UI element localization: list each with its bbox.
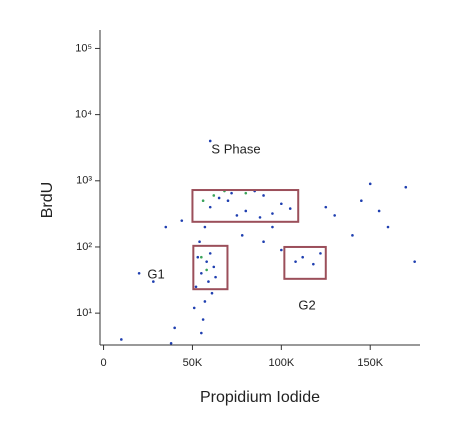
y-tick-label: 10⁴ bbox=[75, 109, 92, 121]
point bbox=[137, 271, 141, 275]
x-tick-label: 0 bbox=[100, 357, 106, 369]
point bbox=[198, 240, 201, 244]
point bbox=[201, 199, 205, 203]
point bbox=[404, 185, 408, 189]
y-axis-title: BrdU bbox=[39, 182, 56, 218]
point bbox=[235, 214, 239, 217]
x-tick-label: 50K bbox=[183, 357, 203, 369]
point bbox=[262, 194, 265, 197]
point bbox=[386, 225, 390, 229]
point bbox=[226, 199, 230, 203]
point bbox=[200, 255, 203, 259]
point bbox=[312, 262, 315, 266]
gate bbox=[283, 245, 327, 280]
point bbox=[152, 280, 155, 283]
point bbox=[258, 216, 262, 219]
point bbox=[173, 326, 176, 330]
point bbox=[208, 205, 212, 209]
point bbox=[200, 331, 203, 335]
point bbox=[208, 139, 212, 143]
point bbox=[377, 209, 381, 213]
point bbox=[203, 225, 207, 229]
point bbox=[169, 342, 173, 345]
gate-label: G1 bbox=[147, 266, 164, 281]
point bbox=[200, 271, 203, 275]
point bbox=[288, 207, 292, 210]
gate bbox=[191, 189, 300, 223]
point bbox=[244, 209, 248, 213]
point bbox=[324, 205, 328, 209]
x-tick-label: 100K bbox=[268, 357, 294, 369]
gate bbox=[192, 244, 229, 291]
point bbox=[240, 234, 244, 237]
point bbox=[207, 280, 210, 283]
point bbox=[203, 300, 207, 303]
point bbox=[180, 219, 184, 222]
point bbox=[280, 248, 283, 252]
point bbox=[212, 265, 216, 269]
gate-label: S Phase bbox=[211, 141, 260, 156]
x-tick-label: 150K bbox=[357, 357, 383, 369]
point bbox=[194, 285, 198, 289]
y-tick-label: 10⁵ bbox=[75, 42, 92, 54]
point bbox=[201, 318, 205, 321]
y-tick-label: 10³ bbox=[76, 175, 92, 187]
point bbox=[212, 194, 216, 197]
point bbox=[214, 275, 217, 279]
point bbox=[413, 260, 416, 263]
point bbox=[262, 240, 265, 244]
point bbox=[230, 191, 233, 195]
y-tick-label: 10² bbox=[76, 241, 92, 253]
point bbox=[120, 338, 123, 341]
point bbox=[210, 291, 214, 295]
point bbox=[368, 182, 372, 186]
gate-label: G2 bbox=[298, 297, 315, 312]
point bbox=[217, 196, 221, 200]
point bbox=[196, 255, 200, 259]
point bbox=[333, 214, 336, 217]
point bbox=[205, 268, 208, 272]
x-axis-title: Propidium Iodide bbox=[200, 389, 320, 406]
point bbox=[294, 260, 297, 263]
point bbox=[271, 212, 274, 215]
point bbox=[280, 202, 283, 206]
point bbox=[244, 191, 248, 195]
point bbox=[301, 255, 304, 259]
point bbox=[205, 260, 208, 263]
point bbox=[271, 225, 274, 229]
point bbox=[164, 225, 168, 229]
point bbox=[192, 306, 196, 310]
point bbox=[360, 199, 363, 203]
point bbox=[351, 234, 354, 237]
point bbox=[319, 252, 322, 255]
point bbox=[208, 252, 212, 255]
y-tick-label: 10¹ bbox=[76, 307, 92, 319]
